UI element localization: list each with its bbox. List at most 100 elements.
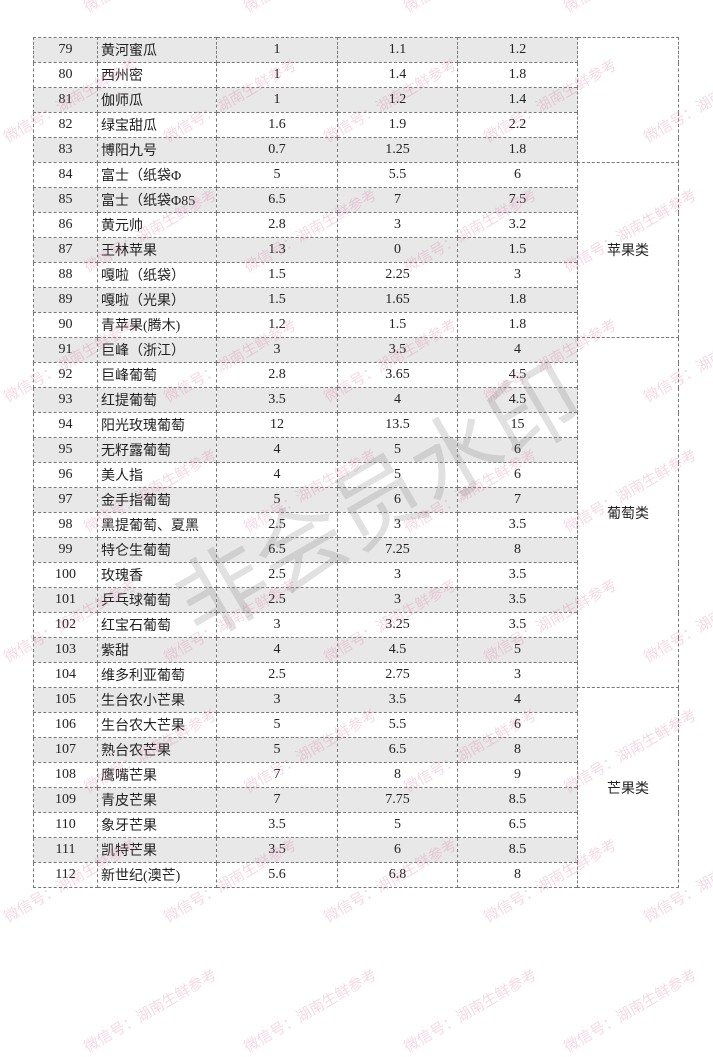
table-row: 107 熟台农芒果 5 6.5 8 [33, 737, 679, 763]
table-row: 103 紫甜 4 4.5 5 [33, 637, 679, 663]
price-mid: 5.5 [337, 162, 458, 188]
table-row: 99 特仑生葡萄 6.5 7.25 8 [33, 537, 679, 563]
price-mid: 5 [337, 462, 458, 488]
price-low: 4 [216, 637, 338, 663]
price-high: 15 [457, 412, 578, 438]
price-low: 2.5 [216, 662, 338, 688]
table-row: 101 乒乓球葡萄 2.5 3 3.5 [33, 587, 679, 613]
price-mid: 3 [337, 562, 458, 588]
price-mid: 3.65 [337, 362, 458, 388]
row-index: 94 [33, 412, 98, 438]
price-mid: 7 [337, 187, 458, 213]
price-low: 1.6 [216, 112, 338, 138]
table-row: 86 黄元帅 2.8 3 3.2 [33, 212, 679, 238]
row-index: 95 [33, 437, 98, 463]
product-name: 玫瑰香 [97, 562, 217, 588]
table-row: 112 新世纪(澳芒) 5.6 6.8 8 [33, 862, 679, 888]
price-mid: 3.5 [337, 687, 458, 713]
row-index: 101 [33, 587, 98, 613]
product-name: 维多利亚葡萄 [97, 662, 217, 688]
price-high: 8 [457, 737, 578, 763]
table-row: 84 富士（纸袋Φ 5 5.5 6 苹果类 [33, 162, 679, 338]
watermark: 微信号：湖南生鲜参考 [242, 967, 381, 1057]
row-index: 104 [33, 662, 98, 688]
table-row: 93 红提葡萄 3.5 4 4.5 [33, 387, 679, 413]
price-high: 1.8 [457, 312, 578, 338]
row-index: 96 [33, 462, 98, 488]
row-index: 82 [33, 112, 98, 138]
table-row: 111 凯特芒果 3.5 6 8.5 [33, 837, 679, 863]
price-mid: 4.5 [337, 637, 458, 663]
price-high: 1.5 [457, 237, 578, 263]
table-row: 104 维多利亚葡萄 2.5 2.75 3 [33, 662, 679, 688]
price-low: 6.5 [216, 187, 338, 213]
watermark: 微信号：湖南生鲜参考 [560, 0, 700, 17]
price-mid: 5.5 [337, 712, 458, 738]
price-low: 0.7 [216, 137, 338, 163]
watermark: 微信号：湖南生鲜参考 [240, 0, 380, 17]
price-mid: 3 [337, 212, 458, 238]
price-mid: 6 [337, 487, 458, 513]
table-row: 109 青皮芒果 7 7.75 8.5 [33, 787, 679, 813]
product-name: 熟台农芒果 [97, 737, 217, 763]
price-high: 3 [457, 662, 578, 688]
row-index: 97 [33, 487, 98, 513]
table-row: 97 金手指葡萄 5 6 7 [33, 487, 679, 513]
price-mid: 6 [337, 837, 458, 863]
price-low: 3.5 [216, 837, 338, 863]
price-high: 8 [457, 537, 578, 563]
price-high: 5 [457, 637, 578, 663]
price-mid: 4 [337, 387, 458, 413]
row-index: 85 [33, 187, 98, 213]
price-high: 8.5 [457, 837, 578, 863]
category [577, 37, 679, 163]
price-low: 6.5 [216, 537, 338, 563]
product-name: 生台农小芒果 [97, 687, 217, 713]
table-row: 100 玫瑰香 2.5 3 3.5 [33, 562, 679, 588]
table-row: 94 阳光玫瑰葡萄 12 13.5 15 [33, 412, 679, 438]
price-high: 4 [457, 687, 578, 713]
product-name: 青皮芒果 [97, 787, 217, 813]
row-index: 93 [33, 387, 98, 413]
price-mid: 3.5 [337, 337, 458, 363]
price-low: 5.6 [216, 862, 338, 888]
table-row: 81 伽师瓜 1 1.2 1.4 [33, 87, 679, 113]
product-name: 青苹果(腾木) [97, 312, 217, 338]
table-row: 108 鹰嘴芒果 7 8 9 [33, 762, 679, 788]
price-low: 3.5 [216, 812, 338, 838]
row-index: 102 [33, 612, 98, 638]
price-low: 2.8 [216, 362, 338, 388]
price-mid: 7.75 [337, 787, 458, 813]
price-low: 1 [216, 37, 338, 63]
row-index: 100 [33, 562, 98, 588]
price-mid: 1.25 [337, 137, 458, 163]
row-index: 81 [33, 87, 98, 113]
price-low: 4 [216, 462, 338, 488]
product-name: 生台农大芒果 [97, 712, 217, 738]
product-name: 博阳九号 [97, 137, 217, 163]
price-high: 1.8 [457, 62, 578, 88]
table-row: 102 红宝石葡萄 3 3.25 3.5 [33, 612, 679, 638]
price-low: 2.5 [216, 512, 338, 538]
product-name: 黄河蜜瓜 [97, 37, 217, 63]
price-high: 4.5 [457, 362, 578, 388]
row-index: 103 [33, 637, 98, 663]
price-low: 3 [216, 612, 338, 638]
product-name: 嘎啦（光果） [97, 287, 217, 313]
row-index: 84 [33, 162, 98, 188]
row-index: 109 [33, 787, 98, 813]
price-low: 5 [216, 737, 338, 763]
row-index: 90 [33, 312, 98, 338]
price-high: 6 [457, 712, 578, 738]
watermark: 微信号：湖南生鲜参考 [82, 967, 221, 1057]
price-high: 1.8 [457, 287, 578, 313]
table-row: 85 富士（纸袋Φ85 6.5 7 7.5 [33, 187, 679, 213]
price-mid: 2.25 [337, 262, 458, 288]
watermark: 微信号：湖南生鲜参考 [562, 967, 701, 1057]
price-mid: 1.65 [337, 287, 458, 313]
price-low: 1.3 [216, 237, 338, 263]
product-name: 黑提葡萄、夏黑 [97, 512, 217, 538]
row-index: 107 [33, 737, 98, 763]
price-high: 6.5 [457, 812, 578, 838]
